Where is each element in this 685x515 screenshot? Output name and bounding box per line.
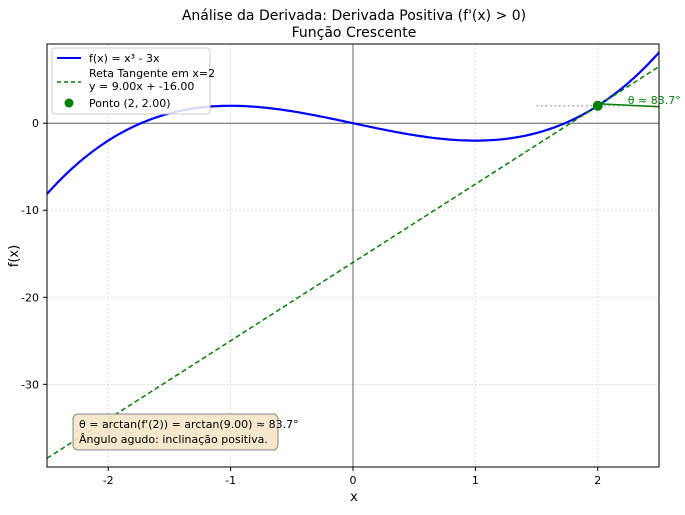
y-tick-label: -30 <box>21 378 39 391</box>
legend-label-tangent: Reta Tangente em x=2 <box>89 67 215 80</box>
plot-area: θ ≈ 83.7° <box>46 44 681 467</box>
tangent-point <box>592 100 603 111</box>
function-curve <box>46 51 660 195</box>
x-tick-label: 0 <box>350 474 357 487</box>
annotation-line-1: θ = arctan(f'(2)) = arctan(9.00) ≈ 83.7° <box>79 418 299 431</box>
x-tick-label: 1 <box>472 474 479 487</box>
legend-label-function: f(x) = x³ - 3x <box>89 52 160 65</box>
x-tick-label: -1 <box>225 474 236 487</box>
y-tick-label: -10 <box>21 204 39 217</box>
angle-arc <box>597 103 660 108</box>
legend-box <box>51 47 211 115</box>
y-tick-label: -20 <box>21 291 39 304</box>
y-axis-label: f(x) <box>7 245 22 267</box>
x-tick-label: -2 <box>103 474 114 487</box>
legend-label-point: Ponto (2, 2.00) <box>89 97 171 110</box>
legend-marker-point <box>64 98 74 108</box>
x-tick-label: 2 <box>594 474 601 487</box>
tangent-line <box>46 65 660 459</box>
annotation-line-2: Ângulo agudo: inclinação positiva. <box>79 433 268 446</box>
y-tick-label: 0 <box>32 117 39 130</box>
x-axis-label: x <box>350 490 358 505</box>
annotation-background <box>72 413 279 451</box>
legend: f(x) = x³ - 3x Reta Tangente em x=2 y = … <box>51 47 215 115</box>
angle-label: θ ≈ 83.7° <box>628 94 681 107</box>
chart-title: Análise da Derivada: Derivada Positiva (… <box>182 8 526 24</box>
annotation-box: θ = arctan(f'(2)) = arctan(9.00) ≈ 83.7°… <box>72 413 299 451</box>
ticks: -2 -1 0 1 2-30-20-100 <box>21 117 601 487</box>
chart-subtitle: Função Crescente <box>292 25 417 41</box>
legend-label-tangent-eq: y = 9.00x + -16.00 <box>89 80 194 93</box>
